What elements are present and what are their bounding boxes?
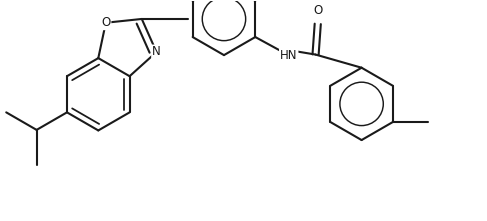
Text: HN: HN (280, 49, 298, 62)
Text: O: O (313, 4, 322, 17)
Text: N: N (152, 46, 161, 59)
Text: O: O (101, 16, 111, 29)
